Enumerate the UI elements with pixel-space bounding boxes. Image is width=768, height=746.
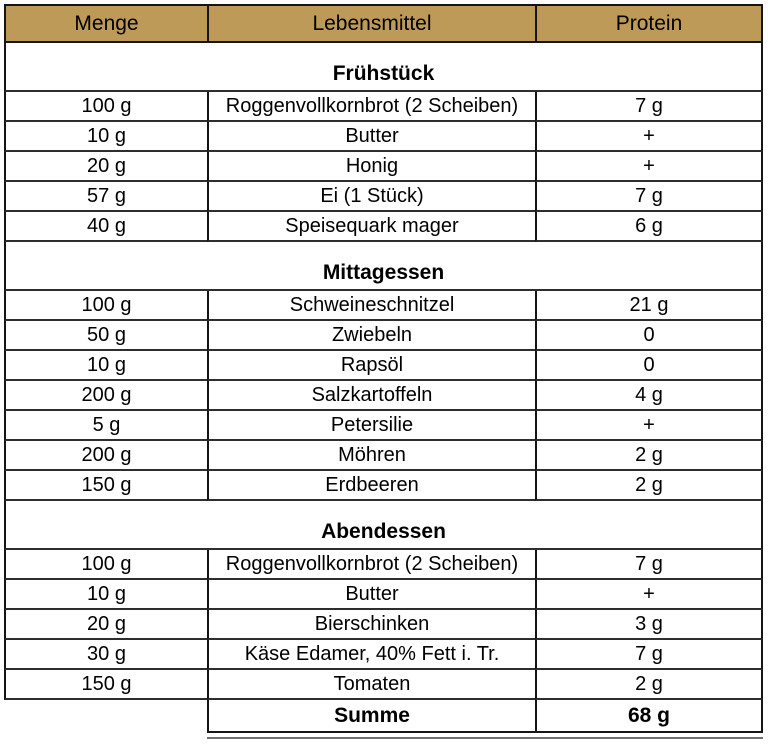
summary-value: 68 g [535,700,763,733]
cell-lebensmittel: Butter [207,122,535,152]
cell-protein: 3 g [535,610,763,640]
section-title-2: Abendessen [4,501,763,550]
cell-protein: + [535,411,763,441]
cell-lebensmittel: Ei (1 Stück) [207,182,535,212]
cell-lebensmittel: Petersilie [207,411,535,441]
summary-label: Summe [207,700,535,733]
cell-protein: 4 g [535,381,763,411]
meal-plan-table: Menge Lebensmittel Protein Frühstück 100 … [4,4,763,739]
cell-lebensmittel: Roggenvollkornbrot (2 Scheiben) [207,550,535,580]
cell-protein: + [535,122,763,152]
cell-lebensmittel: Bierschinken [207,610,535,640]
cell-protein: 2 g [535,670,763,700]
cell-protein: + [535,152,763,182]
cell-menge: 10 g [4,580,207,610]
cell-menge: 20 g [4,152,207,182]
cell-menge: 200 g [4,381,207,411]
cell-menge: 100 g [4,291,207,321]
cell-menge: 150 g [4,670,207,700]
cell-protein: 7 g [535,550,763,580]
cell-menge: 150 g [4,471,207,501]
cell-lebensmittel: Erdbeeren [207,471,535,501]
cell-lebensmittel: Roggenvollkornbrot (2 Scheiben) [207,92,535,122]
cell-lebensmittel: Schweineschnitzel [207,291,535,321]
cell-menge: 57 g [4,182,207,212]
column-header-protein: Protein [535,4,763,43]
summary-spacer [4,700,207,733]
cell-lebensmittel: Speisequark mager [207,212,535,242]
cell-lebensmittel: Salzkartoffeln [207,381,535,411]
cell-lebensmittel: Tomaten [207,670,535,700]
cell-protein: + [535,580,763,610]
cell-protein: 7 g [535,640,763,670]
cell-menge: 100 g [4,550,207,580]
cell-protein: 7 g [535,92,763,122]
cell-protein: 2 g [535,471,763,501]
section-title-1: Mittagessen [4,242,763,291]
cell-protein: 6 g [535,212,763,242]
cell-menge: 50 g [4,321,207,351]
column-header-menge: Menge [4,4,207,43]
cell-lebensmittel: Möhren [207,441,535,471]
cell-lebensmittel: Rapsöl [207,351,535,381]
cell-menge: 30 g [4,640,207,670]
cell-protein: 0 [535,321,763,351]
cell-menge: 10 g [4,122,207,152]
meal-plan-grid: Menge Lebensmittel Protein Frühstück 100 … [4,4,763,739]
cell-protein: 2 g [535,441,763,471]
cell-protein: 7 g [535,182,763,212]
cell-protein: 0 [535,351,763,381]
column-header-lebensmittel: Lebensmittel [207,4,535,43]
cell-menge: 100 g [4,92,207,122]
section-title-0: Frühstück [4,43,763,92]
cell-menge: 10 g [4,351,207,381]
cell-lebensmittel: Honig [207,152,535,182]
cell-menge: 20 g [4,610,207,640]
cell-lebensmittel: Käse Edamer, 40% Fett i. Tr. [207,640,535,670]
summary-underline-spacer [4,733,207,739]
cell-menge: 40 g [4,212,207,242]
summary-double-underline [207,733,763,739]
cell-menge: 200 g [4,441,207,471]
cell-menge: 5 g [4,411,207,441]
cell-lebensmittel: Zwiebeln [207,321,535,351]
cell-protein: 21 g [535,291,763,321]
cell-lebensmittel: Butter [207,580,535,610]
